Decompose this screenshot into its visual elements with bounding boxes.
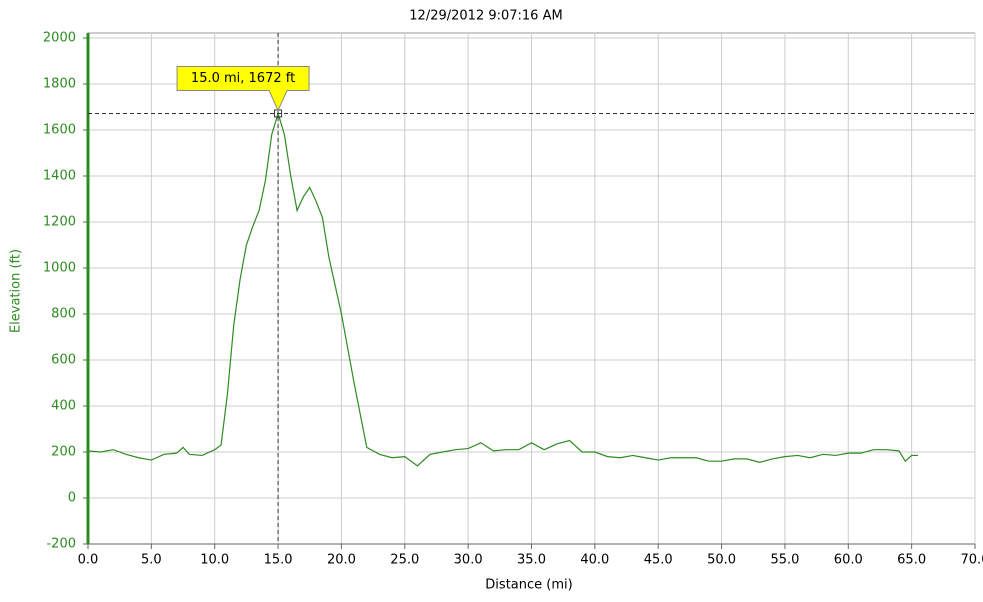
y-tick-label: 1000 [43, 261, 76, 276]
annotation-text: 15.0 mi, 1672 ft [191, 71, 295, 86]
x-tick-label: 50.0 [707, 553, 736, 568]
y-tick-label: 400 [51, 399, 76, 414]
y-tick-label: 1400 [43, 169, 76, 184]
x-tick-label: 0.0 [78, 553, 99, 568]
y-axis-label: Elevation (ft) [9, 249, 24, 333]
y-tick-label: 1600 [43, 123, 76, 138]
x-tick-label: 55.0 [770, 553, 799, 568]
x-tick-label: 30.0 [454, 553, 483, 568]
y-tick-label: 800 [51, 307, 76, 322]
y-tick-label: 1800 [43, 77, 76, 92]
x-tick-label: 35.0 [517, 553, 546, 568]
x-tick-label: 70.0 [961, 553, 983, 568]
x-tick-label: 60.0 [834, 553, 863, 568]
y-tick-label: 1200 [43, 215, 76, 230]
y-tick-label: -200 [46, 537, 76, 552]
x-tick-label: 5.0 [141, 553, 162, 568]
annotation-callout [176, 65, 310, 112]
x-tick-label: 10.0 [200, 553, 229, 568]
x-tick-label: 65.0 [897, 553, 926, 568]
y-tick-label: 2000 [43, 31, 76, 46]
x-tick-label: 15.0 [264, 553, 293, 568]
y-tick-label: 600 [51, 353, 76, 368]
x-tick-label: 45.0 [644, 553, 673, 568]
x-tick-label: 40.0 [580, 553, 609, 568]
x-tick-label: 25.0 [390, 553, 419, 568]
x-axis-label: Distance (mi) [485, 578, 572, 593]
y-tick-label: 200 [51, 445, 76, 460]
chart-title: 12/29/2012 9:07:16 AM [409, 9, 562, 24]
y-tick-label: 0 [68, 491, 76, 506]
elevation-line [87, 111, 918, 467]
x-tick-label: 20.0 [327, 553, 356, 568]
